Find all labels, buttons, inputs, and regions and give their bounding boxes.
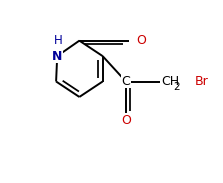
- Text: Br: Br: [194, 75, 208, 88]
- Text: O: O: [122, 114, 132, 127]
- Text: O: O: [136, 34, 146, 47]
- Text: H: H: [54, 34, 63, 47]
- Text: CH: CH: [161, 75, 180, 88]
- Text: C: C: [122, 75, 130, 88]
- Text: N: N: [52, 50, 62, 63]
- Text: 2: 2: [173, 82, 180, 92]
